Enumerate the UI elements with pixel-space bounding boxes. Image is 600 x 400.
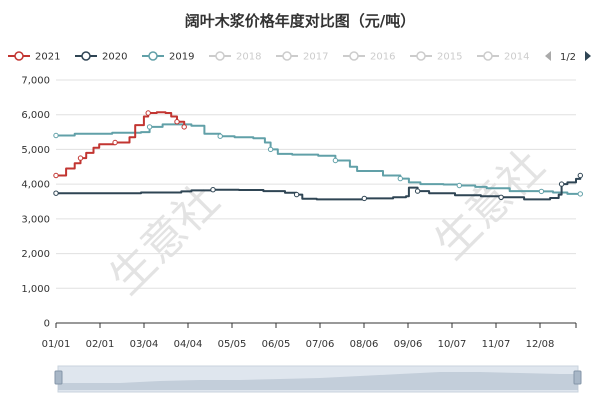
y-tick-label: 0 <box>44 319 50 330</box>
y-tick-label: 6,000 <box>21 110 50 121</box>
legend-label: 2021 <box>35 52 60 63</box>
x-tick-label: 05/05 <box>218 339 247 350</box>
data-zoom-preview-area <box>58 372 578 390</box>
y-tick-label: 5,000 <box>21 145 50 156</box>
legend-marker-icon <box>349 51 359 61</box>
legend-label: 2015 <box>437 52 462 63</box>
x-tick-label: 08/06 <box>350 339 379 350</box>
series-2019 <box>53 123 583 197</box>
legend-label: 2016 <box>370 52 395 63</box>
data-zoom-slider[interactable] <box>54 365 582 393</box>
legend-page-indicator: 1/2 <box>560 52 576 63</box>
legend-marker-icon <box>148 51 158 61</box>
x-tick-label: 09/06 <box>394 339 423 350</box>
x-tick-label: 07/06 <box>306 339 335 350</box>
data-point-2020[interactable] <box>361 195 367 202</box>
series-2020 <box>53 172 583 202</box>
legend-marker-icon <box>282 51 292 61</box>
y-tick-label: 3,000 <box>21 214 50 225</box>
data-point-2021[interactable] <box>53 172 59 179</box>
data-point-2020[interactable] <box>558 181 565 187</box>
watermark-right: 生意社 <box>425 140 554 269</box>
chart-title: 阔叶木浆价格年度对比图（元/吨） <box>185 12 415 30</box>
data-point-2021[interactable] <box>181 124 187 130</box>
data-point-2019[interactable] <box>538 188 545 195</box>
data-point-2020[interactable] <box>414 188 421 194</box>
legend-item-2015[interactable]: 2015 <box>410 51 462 63</box>
x-tick-label: 10/07 <box>438 339 467 350</box>
y-tick-label: 7,000 <box>21 76 50 87</box>
legend-label: 2017 <box>303 52 328 63</box>
x-tick-label: 03/04 <box>130 339 159 350</box>
legend-label: 2014 <box>504 52 529 63</box>
series-2021 <box>53 110 187 179</box>
data-point-2021[interactable] <box>145 110 151 116</box>
data-point-2019[interactable] <box>456 182 462 189</box>
legend-prev-page-icon[interactable] <box>545 51 551 61</box>
data-point-2020[interactable] <box>210 187 216 193</box>
y-tick-label: 2,000 <box>21 249 50 260</box>
legend-next-page-icon[interactable] <box>585 51 591 61</box>
legend-marker-icon <box>14 51 24 61</box>
x-tick-label: 12/08 <box>526 339 555 350</box>
legend-item-2017[interactable]: 2017 <box>276 51 328 63</box>
legend-item-2020[interactable]: 2020 <box>75 51 127 63</box>
data-point-2019[interactable] <box>332 157 339 164</box>
y-tick-label: 1,000 <box>21 284 50 295</box>
data-point-2020[interactable] <box>498 194 504 201</box>
series-layer <box>53 110 583 202</box>
series-line-2019 <box>56 123 581 195</box>
data-point-2019[interactable] <box>217 133 223 139</box>
y-tick-label: 4,000 <box>21 180 50 191</box>
data-point-2019[interactable] <box>397 175 403 182</box>
data-point-2021[interactable] <box>77 155 84 161</box>
legend-item-2019[interactable]: 2019 <box>142 51 194 63</box>
x-tick-label: 04/04 <box>174 339 203 350</box>
data-point-2019[interactable] <box>53 132 59 139</box>
data-point-2020[interactable] <box>577 172 583 179</box>
legend-item-2018[interactable]: 2018 <box>209 51 261 63</box>
y-axis: 0 1,000 2,000 3,000 4,000 5,000 6,000 7,000 <box>21 76 50 330</box>
data-point-2019[interactable] <box>577 191 583 197</box>
legend-marker-icon <box>416 51 426 61</box>
watermarks: 生意社 生意社 <box>100 140 554 304</box>
legend-marker-icon <box>483 51 493 61</box>
legend-item-2016[interactable]: 2016 <box>343 51 395 63</box>
legend-item-2021[interactable]: 2021 <box>8 51 60 63</box>
legend-marker-icon <box>215 51 225 61</box>
series-line-2021 <box>56 111 186 177</box>
x-tick-label: 02/01 <box>86 339 115 350</box>
legend: 2021 2020 2019 2018 2017 2016 2015 2014 1/2 <box>8 51 591 63</box>
grid <box>56 79 576 289</box>
data-point-2019[interactable] <box>146 124 153 130</box>
data-zoom-left-handle[interactable] <box>54 370 63 385</box>
watermark-left: 生意社 <box>100 175 229 304</box>
x-axis: 01/01 02/01 03/04 04/04 05/05 06/05 07/06 08/06… <box>42 322 577 350</box>
x-tick-label: 01/01 <box>42 339 71 350</box>
legend-label: 2018 <box>236 52 261 63</box>
legend-item-2014[interactable]: 2014 <box>477 51 529 63</box>
data-zoom-right-handle[interactable] <box>573 370 582 385</box>
legend-marker-icon <box>81 51 91 61</box>
legend-label: 2020 <box>102 52 127 63</box>
data-point-2020[interactable] <box>293 191 300 198</box>
data-point-2020[interactable] <box>53 190 59 196</box>
legend-label: 2019 <box>169 52 194 63</box>
data-point-2021[interactable] <box>174 119 180 125</box>
x-tick-label: 11/07 <box>482 339 511 350</box>
series-line-2020 <box>56 175 582 201</box>
x-tick-label: 06/05 <box>262 339 291 350</box>
data-point-2019[interactable] <box>267 146 274 153</box>
data-point-2021[interactable] <box>112 139 118 146</box>
